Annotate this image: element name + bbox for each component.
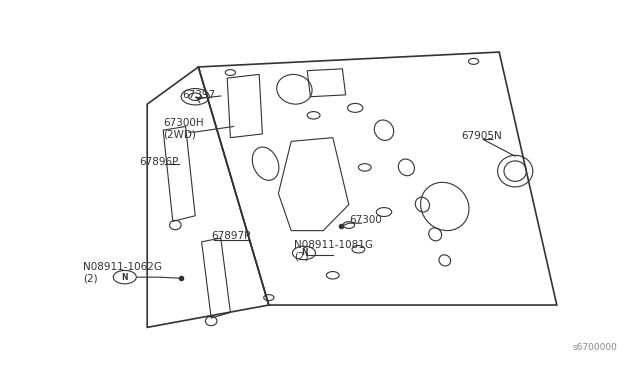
Text: N08911-1081G
(2): N08911-1081G (2) bbox=[294, 240, 373, 261]
Text: 67397: 67397 bbox=[182, 90, 216, 100]
Text: N: N bbox=[122, 273, 128, 282]
Text: N: N bbox=[301, 248, 307, 257]
Text: N08911-1062G
(2): N08911-1062G (2) bbox=[83, 262, 162, 283]
Text: s6700000: s6700000 bbox=[573, 343, 618, 352]
Text: 67897P: 67897P bbox=[211, 231, 251, 241]
Text: 67896P: 67896P bbox=[139, 157, 179, 167]
Text: 67905N: 67905N bbox=[461, 131, 502, 141]
Text: 67300: 67300 bbox=[349, 215, 381, 225]
Text: 67300H
(2WD): 67300H (2WD) bbox=[163, 118, 204, 139]
